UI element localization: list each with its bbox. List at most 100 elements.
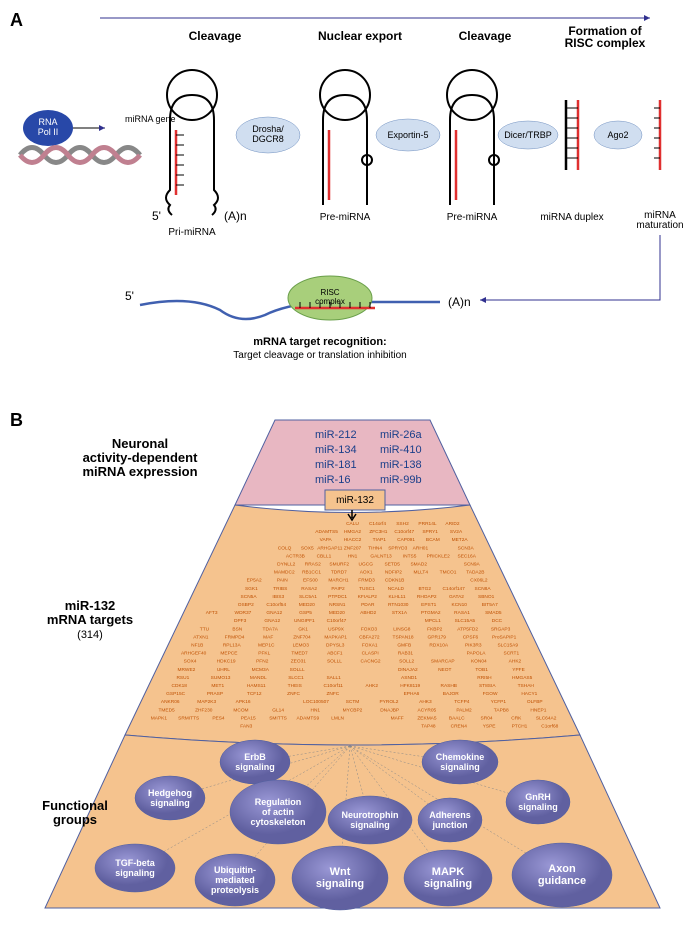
svg-text:HACY1: HACY1 xyxy=(521,691,537,697)
svg-text:Adherensjunction: Adherensjunction xyxy=(429,810,471,830)
svg-text:ACTR3B: ACTR3B xyxy=(286,553,305,559)
svg-text:MAPKAP1: MAPKAP1 xyxy=(324,634,347,640)
svg-text:HMGAS5: HMGAS5 xyxy=(512,675,533,681)
svg-text:FOXO3: FOXO3 xyxy=(361,626,378,632)
svg-text:MAF: MAF xyxy=(263,634,273,640)
svg-text:SMURF2: SMURF2 xyxy=(329,562,349,568)
svg-text:DCC: DCC xyxy=(492,618,503,624)
svg-text:DPF3: DPF3 xyxy=(234,618,247,624)
svg-text:INTS5: INTS5 xyxy=(403,553,417,559)
svg-text:BAJOR: BAJOR xyxy=(443,691,460,697)
panel-a-label: A xyxy=(10,10,23,31)
svg-text:ZEKMA5: ZEKMA5 xyxy=(417,715,437,721)
svg-text:CBFA272: CBFA272 xyxy=(359,634,380,640)
svg-text:SMAD5: SMAD5 xyxy=(485,610,502,616)
svg-text:TAP48: TAP48 xyxy=(421,724,436,730)
svg-text:PAIN: PAIN xyxy=(277,578,288,584)
svg-text:RAB31: RAB31 xyxy=(398,651,414,657)
svg-text:HDKC19: HDKC19 xyxy=(217,659,236,665)
svg-text:C10orf54: C10orf54 xyxy=(266,602,286,608)
svg-text:CPSF6: CPSF6 xyxy=(463,634,479,640)
svg-text:RASHB: RASHB xyxy=(440,683,457,689)
svg-text:STX1A: STX1A xyxy=(392,610,408,616)
svg-text:KFIALP2: KFIALP2 xyxy=(358,594,378,600)
panel-a: A Cleavage Nuclear export Cleavage Forma… xyxy=(10,10,685,410)
svg-text:ZNFC: ZNFC xyxy=(326,691,339,697)
svg-text:CACNG2: CACNG2 xyxy=(361,659,381,665)
svg-text:MCOM: MCOM xyxy=(233,707,248,713)
svg-text:(A)n: (A)n xyxy=(448,295,471,309)
svg-text:miR-212: miR-212 xyxy=(315,429,357,441)
svg-text:miR-138: miR-138 xyxy=(380,459,422,471)
svg-text:SALL1: SALL1 xyxy=(326,675,341,681)
svg-text:PES4: PES4 xyxy=(212,715,225,721)
svg-text:Chemokinesignaling: Chemokinesignaling xyxy=(436,752,485,772)
svg-text:NCALD: NCALD xyxy=(388,586,405,592)
sect-2-label: miR-132mRNA targets xyxy=(47,598,133,627)
svg-text:SOX4: SOX4 xyxy=(184,659,197,665)
svg-text:ADAMTS5: ADAMTS5 xyxy=(315,529,338,535)
svg-text:SOX5: SOX5 xyxy=(301,545,314,551)
svg-text:TSHAH: TSHAH xyxy=(518,683,535,689)
svg-text:ST8SIA: ST8SIA xyxy=(479,683,496,689)
svg-text:(A)n: (A)n xyxy=(224,209,247,223)
svg-text:ProSAPIP1: ProSAPIP1 xyxy=(492,634,517,640)
svg-text:CLASPI: CLASPI xyxy=(362,651,379,657)
svg-text:GL14: GL14 xyxy=(272,707,284,713)
svg-text:NEOT: NEOT xyxy=(438,667,451,673)
svg-text:RRAS2: RRAS2 xyxy=(305,562,321,568)
svg-text:CDKN1B: CDKN1B xyxy=(385,578,404,584)
svg-text:MED20: MED20 xyxy=(299,602,315,608)
mrna-complex: RISCcomplex 5' (A)n xyxy=(125,276,471,320)
svg-text:SPRY1: SPRY1 xyxy=(422,529,438,535)
svg-text:PRICKLE2: PRICKLE2 xyxy=(427,553,451,559)
svg-text:ATXN1: ATXN1 xyxy=(193,634,208,640)
duplex-label: miRNA duplex xyxy=(540,212,603,223)
mature-label: miRNAmaturation xyxy=(636,210,683,231)
svg-text:HN1: HN1 xyxy=(311,707,321,713)
svg-text:GSP15C: GSP15C xyxy=(166,691,185,697)
svg-text:ZHF230: ZHF230 xyxy=(195,707,213,713)
svg-text:CBLL1: CBLL1 xyxy=(317,553,332,559)
svg-text:CREN4: CREN4 xyxy=(451,724,468,730)
svg-text:DNAJBP: DNAJBP xyxy=(380,707,399,713)
svg-text:ARHGAP11: ARHGAP11 xyxy=(317,545,343,551)
svg-text:SLCC1: SLCC1 xyxy=(288,675,304,681)
svg-text:ZNFC: ZNFC xyxy=(287,691,300,697)
svg-text:TUSC1: TUSC1 xyxy=(359,586,375,592)
svg-text:THEIS: THEIS xyxy=(288,683,302,689)
svg-text:FRMD3: FRMD3 xyxy=(358,578,375,584)
svg-text:UNGIPF1: UNGIPF1 xyxy=(294,618,315,624)
svg-text:ZNF207: ZNF207 xyxy=(344,545,362,551)
svg-text:WDR37: WDR37 xyxy=(235,610,252,616)
svg-text:Hedgehogsignaling: Hedgehogsignaling xyxy=(148,788,192,808)
svg-text:EP5A2: EP5A2 xyxy=(247,578,262,584)
svg-text:CAP091: CAP091 xyxy=(397,537,415,543)
svg-text:SUMO13: SUMO13 xyxy=(211,675,231,681)
svg-text:TIHN4: TIHN4 xyxy=(368,545,382,551)
svg-text:AHK3: AHK3 xyxy=(419,699,432,705)
svg-text:PALM2: PALM2 xyxy=(456,707,472,713)
stage-2-title: Nuclear export xyxy=(318,29,402,43)
svg-text:PTPDC1: PTPDC1 xyxy=(328,594,347,600)
svg-text:HFK8119: HFK8119 xyxy=(400,683,420,689)
svg-text:MYCBP2: MYCBP2 xyxy=(343,707,363,713)
exportin-label: Exportin-5 xyxy=(387,130,428,140)
svg-text:MANDL: MANDL xyxy=(250,675,267,681)
svg-text:RHOAP2: RHOAP2 xyxy=(417,594,437,600)
svg-text:5': 5' xyxy=(152,209,161,223)
svg-text:SOLLL: SOLLL xyxy=(290,667,305,673)
svg-text:TADA2B: TADA2B xyxy=(466,570,484,576)
svg-text:MARCH1: MARCH1 xyxy=(328,578,349,584)
svg-text:DYNLL2: DYNLL2 xyxy=(277,562,295,568)
svg-text:MCM3A: MCM3A xyxy=(252,667,270,673)
mirna-gene-label: miRNA gene xyxy=(125,114,176,124)
svg-text:SMAD2: SMAD2 xyxy=(410,562,427,568)
panel-b: B Neuronalactivity-dependentmiRNA expres… xyxy=(10,410,685,920)
svg-text:TDRD7: TDRD7 xyxy=(331,570,347,576)
svg-text:PIK3R3: PIK3R3 xyxy=(465,643,482,649)
svg-text:MED20: MED20 xyxy=(329,610,345,616)
svg-text:PRR14L: PRR14L xyxy=(418,521,436,527)
svg-text:ATP5FD2: ATP5FD2 xyxy=(457,626,478,632)
svg-text:SPRYD3: SPRYD3 xyxy=(388,545,407,551)
